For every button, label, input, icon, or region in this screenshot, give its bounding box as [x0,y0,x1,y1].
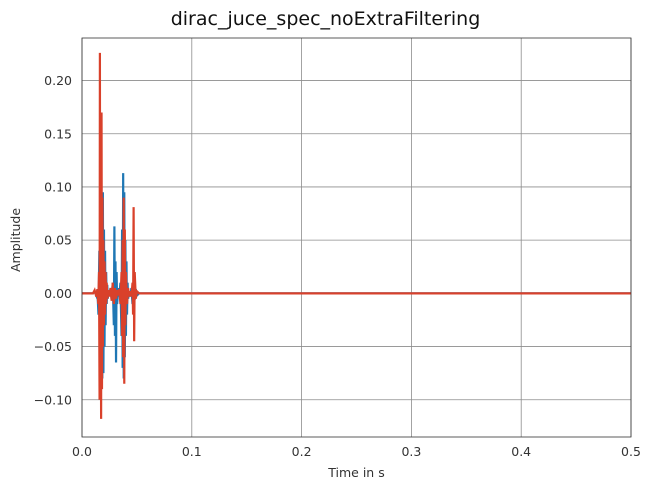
x-tick-label: 0.0 [72,444,92,459]
plot-frame [81,37,632,438]
x-tick-label: 0.1 [182,444,202,459]
y-tick-label: 0.15 [44,126,72,141]
x-tick-label: 0.3 [401,444,421,459]
x-tick-label: 0.2 [292,444,312,459]
x-tick-label: 0.4 [511,444,531,459]
y-tick-label: 0.20 [44,73,72,88]
series-layer [82,52,631,419]
y-tick-label: 0.10 [44,179,72,194]
y-tick-label: −0.05 [34,339,72,354]
x-tick-labels: 0.0 0.1 0.2 0.3 0.4 0.5 [72,444,641,459]
y-tick-label: −0.10 [34,392,72,407]
series-line-1 [82,173,631,379]
grid-lines [81,38,632,437]
y-axis-label: Amplitude [8,208,23,272]
y-tick-label: 0.05 [44,233,72,248]
chart-title: dirac_juce_spec_noExtraFiltering [171,8,481,30]
y-tick-label: 0.00 [44,286,72,301]
x-axis-label: Time in s [327,465,384,480]
y-tick-labels: −0.10 −0.05 0.00 0.05 0.10 0.15 0.20 [34,73,72,407]
x-tick-label: 0.5 [621,444,641,459]
series-line-2 [82,52,631,419]
